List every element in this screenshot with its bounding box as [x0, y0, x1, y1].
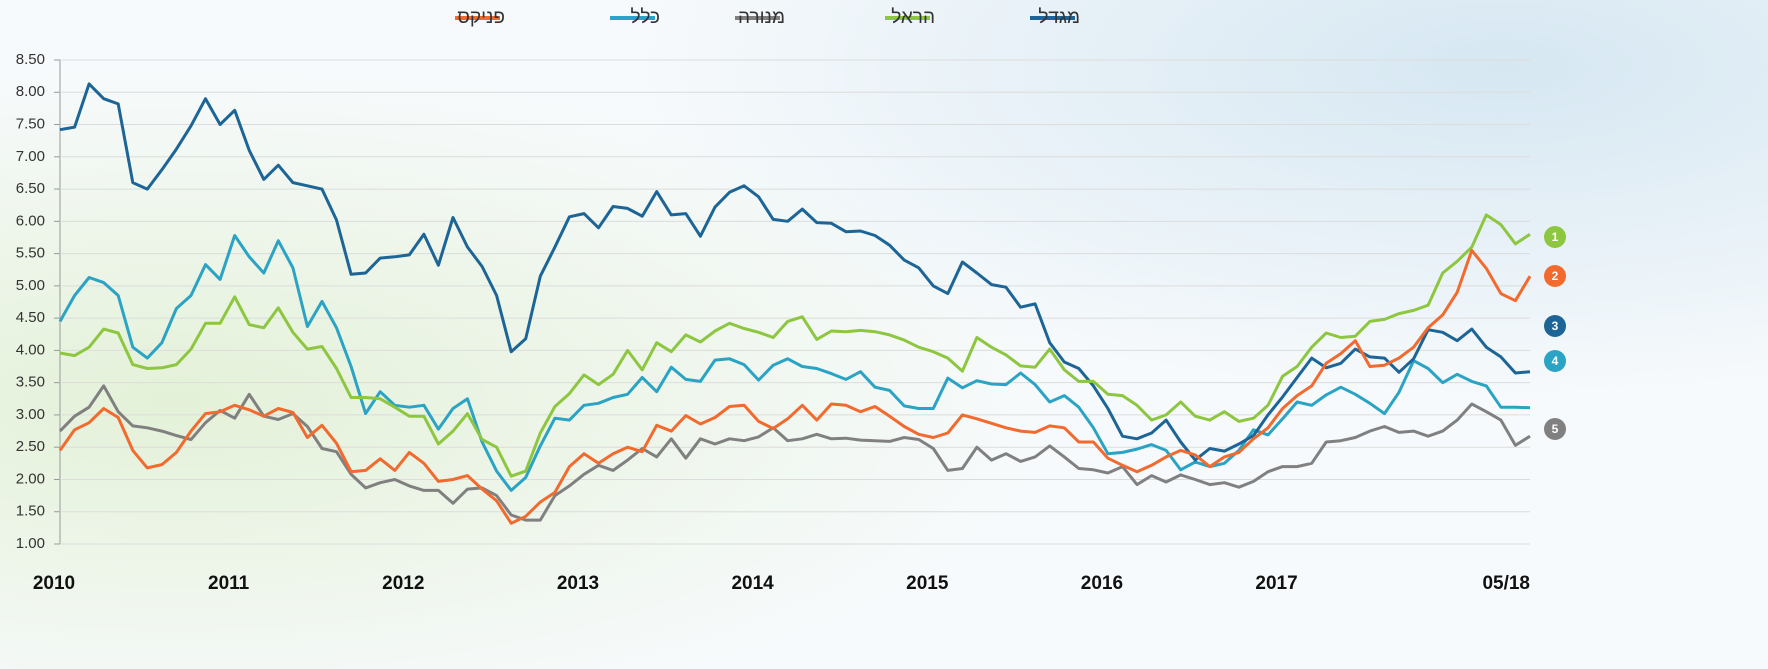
- x-tick-label: 2016: [1081, 573, 1123, 594]
- legend-label: כלל: [630, 7, 660, 28]
- y-tick-label: 6.00: [16, 212, 45, 229]
- rank-badge: [1544, 226, 1566, 248]
- x-tick-label: 2014: [731, 573, 774, 594]
- y-tick-label: 2.00: [16, 470, 45, 487]
- y-tick-label: 3.00: [16, 406, 45, 423]
- y-tick-label: 8.50: [16, 51, 45, 68]
- x-tick-label: 2017: [1255, 573, 1297, 594]
- y-tick-label: 7.50: [16, 116, 45, 133]
- rank-badge-label: 1: [1552, 230, 1559, 244]
- y-tick-label: 8.00: [16, 83, 45, 100]
- rank-badge-label: 4: [1552, 354, 1559, 368]
- series-line: [59, 82, 1531, 462]
- y-tick-label: 3.50: [16, 374, 45, 391]
- y-tick-label: 5.00: [16, 277, 45, 294]
- x-tick-label: 2012: [382, 573, 424, 594]
- x-tick-label: 2011: [208, 573, 250, 594]
- y-tick-label: 4.50: [16, 309, 45, 326]
- series-line: [58, 248, 1532, 525]
- y-tick-label: 1.00: [16, 535, 45, 552]
- x-tick-label: 05/18: [1482, 573, 1530, 594]
- rank-badge-label: 3: [1552, 319, 1559, 333]
- legend-label: הראל: [891, 7, 935, 28]
- legend-label: מגדל: [1038, 7, 1080, 28]
- y-tick-label: 5.50: [16, 245, 45, 262]
- legend-label: פניקס: [457, 7, 505, 28]
- series-line: [59, 213, 1531, 478]
- rank-badge-label: 2: [1552, 269, 1559, 283]
- y-tick-label: 1.50: [16, 503, 45, 520]
- rank-badge: [1544, 315, 1566, 337]
- y-tick-label: 2.50: [16, 438, 45, 455]
- y-tick-label: 7.00: [16, 148, 45, 165]
- rank-badge: [1544, 418, 1566, 440]
- y-tick-label: 4.00: [16, 341, 45, 358]
- rank-badge: [1544, 350, 1566, 372]
- rank-badge: [1544, 265, 1566, 287]
- x-tick-label: 2015: [906, 573, 949, 594]
- x-tick-label: 2013: [557, 573, 599, 594]
- series-line: [58, 234, 1531, 492]
- legend-label: מנורה: [738, 7, 785, 28]
- series-line: [58, 384, 1531, 522]
- rank-badge-label: 5: [1552, 422, 1559, 436]
- y-tick-label: 6.50: [16, 180, 45, 197]
- x-tick-label: 2010: [33, 573, 75, 594]
